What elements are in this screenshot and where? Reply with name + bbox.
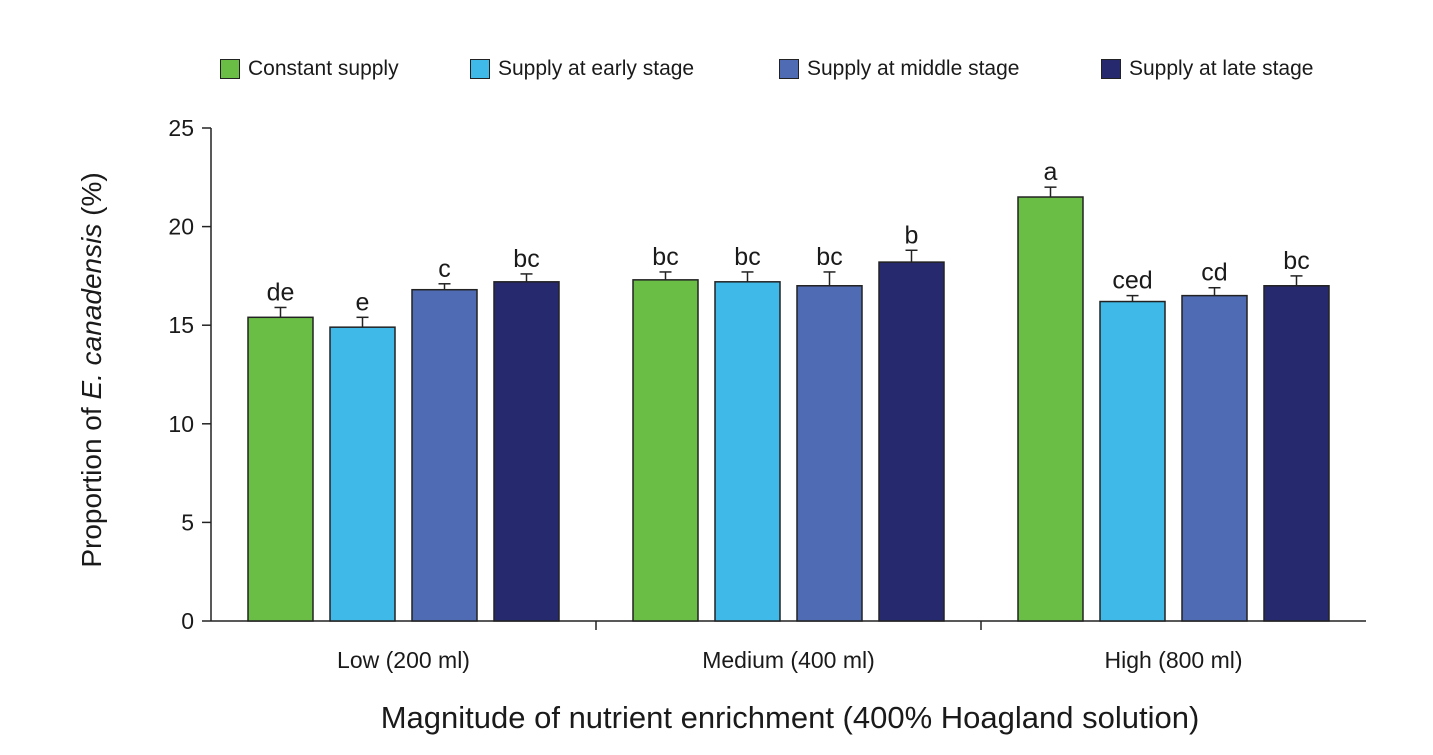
bar [1263,285,1330,622]
significance-letter: bc [513,245,539,273]
bar [796,285,863,622]
significance-letter: c [438,255,451,283]
bar [329,326,396,622]
legend-label: Supply at middle stage [807,57,1020,80]
bar [632,279,699,622]
x-tick-label: High (800 ml) [1104,647,1242,673]
y-tick-label: 15 [168,312,194,338]
significance-letter: bc [652,243,678,271]
y-tick-label: 25 [168,115,194,141]
bar [493,281,560,622]
bar [411,288,478,622]
significance-letter: e [356,288,370,316]
y-axis-label-species: E. canadensis [76,223,107,400]
legend-label: Constant supply [248,57,399,80]
x-tick-label: Low (200 ml) [337,647,470,673]
legend-swatch [220,59,240,79]
significance-letter: bc [734,243,760,271]
bar [1099,300,1166,622]
y-tick-label: 0 [181,608,194,634]
y-axis-label-unit: (%) [76,172,107,216]
significance-letter: bc [816,243,842,271]
y-tick-label: 20 [168,214,194,240]
bar [247,316,314,622]
legend: Constant supply Supply at early stage Su… [0,57,1433,85]
significance-letter: ced [1112,267,1152,295]
legend-swatch [1101,59,1121,79]
y-axis-label-prefix: Proportion of [76,407,107,568]
bar [1181,294,1248,622]
significance-letter: a [1044,158,1058,186]
legend-label: Supply at late stage [1129,57,1314,80]
y-axis-label: Proportion of E. canadensis (%) [76,172,108,567]
significance-letter: bc [1283,247,1309,275]
y-tick-label: 10 [168,411,194,437]
significance-letter: de [267,278,295,306]
legend-swatch [779,59,799,79]
bar [1017,196,1084,622]
legend-label: Supply at early stage [498,57,695,80]
legend-item-constant-supply: Constant supply [220,57,399,81]
x-axis-label: Magnitude of nutrient enrichment (400% H… [380,700,1200,735]
x-tick-label: Medium (400 ml) [702,647,875,673]
legend-item-supply-early: Supply at early stage [470,57,694,81]
legend-item-supply-middle: Supply at middle stage [779,57,1019,81]
y-tick-label: 5 [181,509,194,535]
bar [714,281,781,622]
bar [878,261,945,622]
significance-letter: b [905,221,919,249]
significance-letter: cd [1201,259,1227,287]
legend-swatch [470,59,490,79]
legend-item-supply-late: Supply at late stage [1101,57,1313,81]
